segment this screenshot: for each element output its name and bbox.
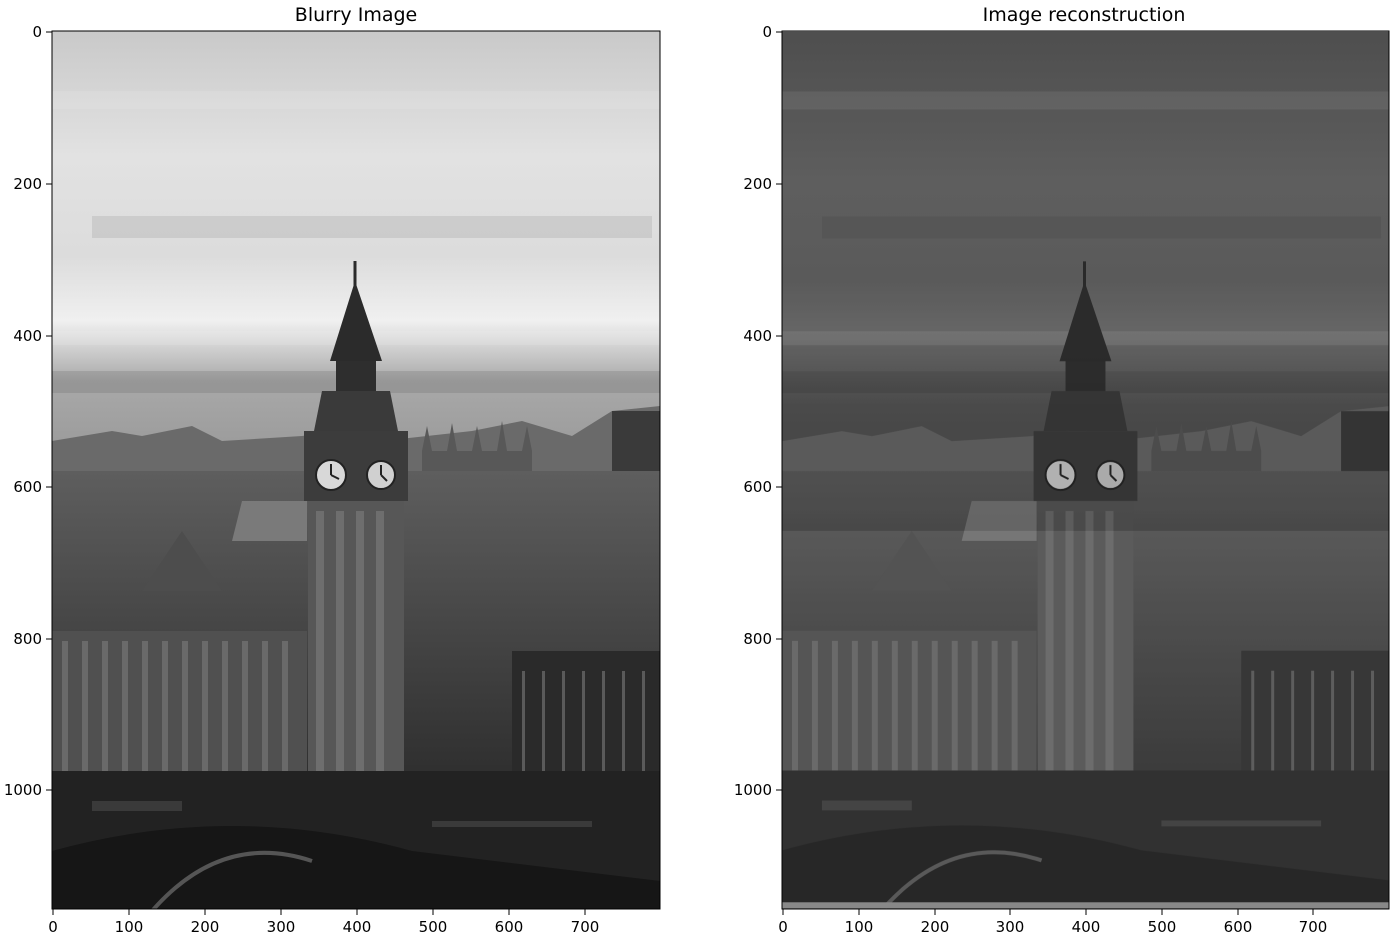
x-tick-label: 400 bbox=[1072, 918, 1101, 936]
y-tick-label: 800 bbox=[743, 630, 772, 648]
axes-frame bbox=[51, 30, 661, 910]
y-tick-label: 800 bbox=[13, 630, 42, 648]
x-tick-label: 0 bbox=[778, 918, 788, 936]
x-tick-label: 100 bbox=[845, 918, 874, 936]
x-tick-label: 300 bbox=[996, 918, 1025, 936]
x-axis: 0 100 200 300 400 500 600 700 bbox=[778, 909, 1327, 936]
x-axis: 0 100 200 300 400 500 600 700 bbox=[48, 909, 599, 936]
y-tick-label: 600 bbox=[13, 478, 42, 496]
y-tick-label: 0 bbox=[32, 23, 42, 41]
y-tick-label: 400 bbox=[743, 327, 772, 345]
y-axis: 0 200 400 600 800 1000 bbox=[4, 23, 52, 799]
reconstructed-image bbox=[782, 31, 1389, 909]
panel-blurry: Blurry Image 0 200 400 600 bbox=[4, 4, 661, 936]
x-tick-label: 600 bbox=[1224, 918, 1253, 936]
panel-title: Blurry Image bbox=[295, 4, 417, 26]
y-axis: 0 200 400 600 800 1000 bbox=[734, 23, 782, 799]
y-tick-label: 1000 bbox=[734, 781, 772, 799]
x-tick-label: 100 bbox=[115, 918, 144, 936]
x-tick-label: 600 bbox=[495, 918, 524, 936]
blurry-image bbox=[52, 31, 660, 909]
y-tick-label: 200 bbox=[13, 175, 42, 193]
y-tick-label: 400 bbox=[13, 327, 42, 345]
y-tick-label: 600 bbox=[743, 478, 772, 496]
x-tick-label: 500 bbox=[1148, 918, 1177, 936]
x-tick-label: 300 bbox=[267, 918, 296, 936]
x-tick-label: 200 bbox=[191, 918, 220, 936]
x-tick-label: 700 bbox=[1299, 918, 1328, 936]
y-tick-label: 1000 bbox=[4, 781, 42, 799]
y-tick-label: 0 bbox=[762, 23, 772, 41]
x-tick-label: 400 bbox=[343, 918, 372, 936]
panel-title: Image reconstruction bbox=[983, 4, 1186, 26]
x-tick-label: 0 bbox=[48, 918, 58, 936]
x-tick-label: 200 bbox=[921, 918, 950, 936]
y-tick-label: 200 bbox=[743, 175, 772, 193]
x-tick-label: 500 bbox=[419, 918, 448, 936]
x-tick-label: 700 bbox=[571, 918, 600, 936]
panel-reconstruction: Image reconstruction 0 200 bbox=[734, 4, 1390, 936]
